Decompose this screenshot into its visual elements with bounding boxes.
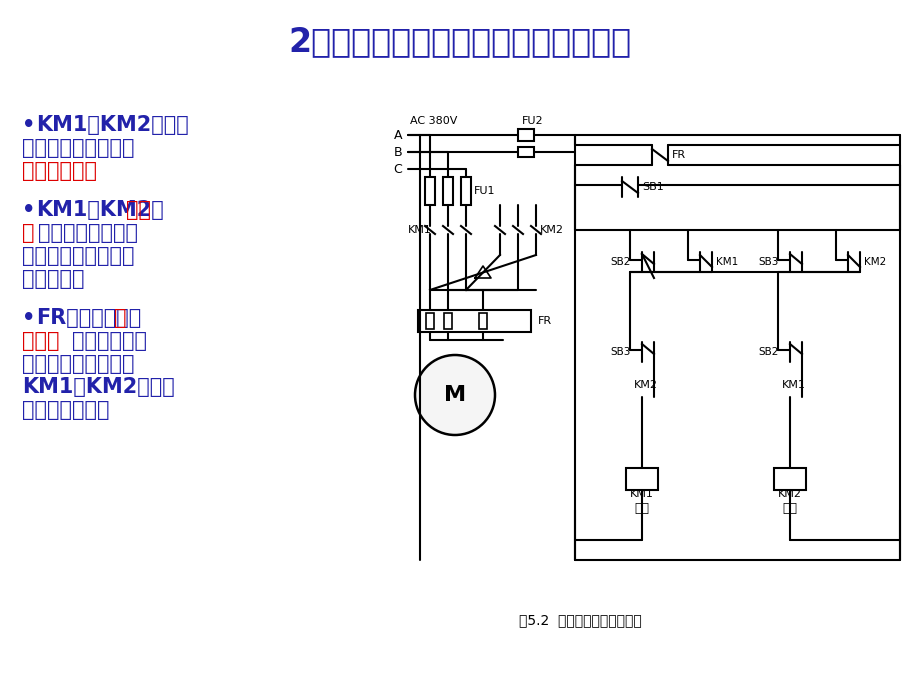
Text: FU2: FU2	[521, 116, 543, 126]
Bar	[517, 129, 533, 141]
Text: ，电机过热时: ，电机过热时	[72, 331, 147, 351]
Text: 正转: 正转	[634, 502, 649, 515]
Text: SB2: SB2	[757, 347, 777, 357]
Text: 反转: 反转	[782, 502, 797, 515]
Text: FR: FR	[671, 150, 686, 160]
Text: KM1: KM1	[407, 225, 431, 235]
Text: 主触: 主触	[126, 200, 151, 220]
Text: •: •	[22, 308, 35, 328]
Bar	[443, 177, 452, 205]
Text: FR是手动复位的: FR是手动复位的	[36, 308, 142, 328]
Text: 改变进入电动机的: 改变进入电动机的	[38, 223, 138, 243]
Text: A: A	[393, 128, 402, 141]
Text: KM2: KM2	[863, 257, 885, 267]
Bar	[444, 313, 451, 329]
Text: KM1: KM1	[630, 489, 653, 499]
Text: SB2: SB2	[609, 257, 630, 267]
Text: KM2: KM2	[539, 225, 563, 235]
Bar	[479, 313, 486, 329]
Bar	[425, 313, 434, 329]
Text: KM1、KM2分别为: KM1、KM2分别为	[36, 115, 188, 135]
Text: KM1、KM2线圈断: KM1、KM2线圈断	[22, 377, 175, 397]
Text: 控制正、反转运行的: 控制正、反转运行的	[22, 138, 134, 158]
Text: 其常闭触点断开，使: 其常闭触点断开，使	[22, 354, 134, 374]
Bar	[460, 177, 471, 205]
Text: M: M	[444, 385, 466, 405]
Text: •: •	[22, 200, 35, 220]
Text: •: •	[22, 115, 35, 135]
Bar	[625, 468, 657, 490]
Text: KM1: KM1	[715, 257, 737, 267]
Text: AC 380V: AC 380V	[410, 116, 457, 126]
Text: 电机转向。: 电机转向。	[22, 269, 85, 289]
Text: B: B	[393, 146, 402, 159]
Text: C: C	[392, 163, 402, 175]
Text: SB3: SB3	[757, 257, 777, 267]
Bar	[425, 177, 435, 205]
Text: FR: FR	[538, 316, 551, 326]
Text: SB3: SB3	[609, 347, 630, 357]
Text: KM1: KM1	[781, 380, 805, 390]
Text: KM1、KM2的: KM1、KM2的	[36, 200, 164, 220]
Text: 点: 点	[22, 223, 35, 243]
Bar	[773, 468, 805, 490]
Text: KM2: KM2	[633, 380, 657, 390]
Text: 热: 热	[114, 308, 127, 328]
Text: KM2: KM2	[777, 489, 801, 499]
Text: 图5.2  异步电动机正反转电路: 图5.2 异步电动机正反转电路	[518, 613, 641, 627]
Text: FU1: FU1	[473, 186, 495, 196]
Text: SB1: SB1	[641, 182, 663, 192]
Text: 继电器: 继电器	[22, 331, 60, 351]
Text: 交流接触器，: 交流接触器，	[22, 161, 96, 181]
Circle shape	[414, 355, 494, 435]
Text: 2、三相异步电动机的正反转控制电路: 2、三相异步电动机的正反转控制电路	[289, 26, 630, 59]
Text: 电，电机停转。: 电，电机停转。	[22, 400, 109, 420]
Bar	[517, 147, 533, 157]
Text: 三相电源相序，改变: 三相电源相序，改变	[22, 246, 134, 266]
Bar	[417, 310, 530, 332]
